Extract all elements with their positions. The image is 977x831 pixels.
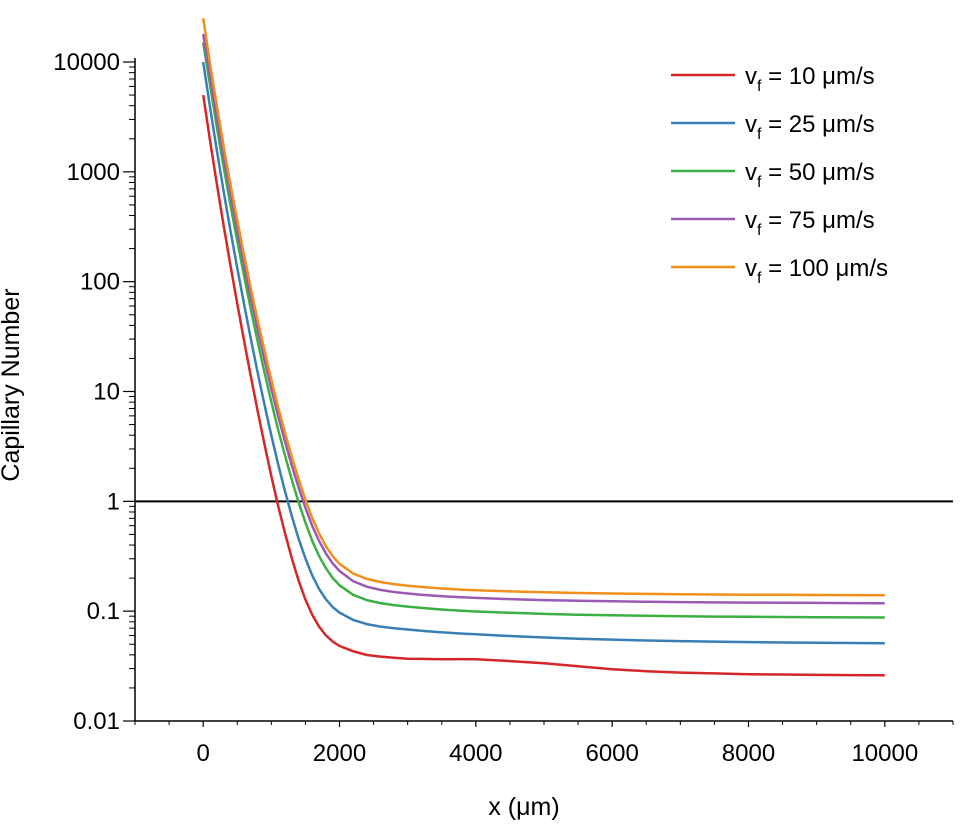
y-tick-label: 0.1 [87, 598, 120, 625]
legend-label-5: vf = 100 μm/s [745, 255, 888, 287]
series-line-5 [201, 18, 885, 597]
series-line-4 [201, 33, 885, 605]
series-line-3 [201, 42, 885, 619]
y-tick-label: 0.01 [73, 708, 120, 735]
x-tick-label: 6000 [585, 740, 638, 767]
legend-label-2: vf = 25 μm/s [745, 111, 875, 143]
legend-label-4: vf = 75 μm/s [745, 207, 875, 239]
ticks-layer: 0 2000 4000 6000 8000 10000 0.01 0.1 1 10 100 1000 1… [53, 49, 954, 767]
series-layer [201, 18, 885, 677]
legend-label-3: vf = 50 μm/s [745, 159, 875, 191]
x-tick-label: 2000 [313, 740, 366, 767]
x-tick-label: 4000 [449, 740, 502, 767]
legend-label-1: vf = 10 μm/s [745, 63, 875, 95]
y-tick-label: 10000 [53, 49, 120, 76]
y-tick-label: 1000 [67, 159, 120, 186]
y-tick-label: 10 [93, 379, 120, 406]
y-tick-label: 1 [107, 488, 120, 515]
series-line-2 [201, 61, 885, 645]
y-tick-label: 100 [80, 269, 120, 296]
axes-layer [134, 58, 953, 722]
x-tick-label: 0 [196, 740, 209, 767]
series-line-1 [201, 94, 885, 677]
legend: vf = 10 μm/s vf = 25 μm/s vf = 50 μm/s vf =… [671, 63, 888, 287]
x-tick-label: 10000 [851, 740, 918, 767]
y-axis-label: Capillary Number [0, 288, 25, 481]
x-axis-label: x (μm) [488, 793, 559, 821]
x-tick-label: 8000 [722, 740, 775, 767]
